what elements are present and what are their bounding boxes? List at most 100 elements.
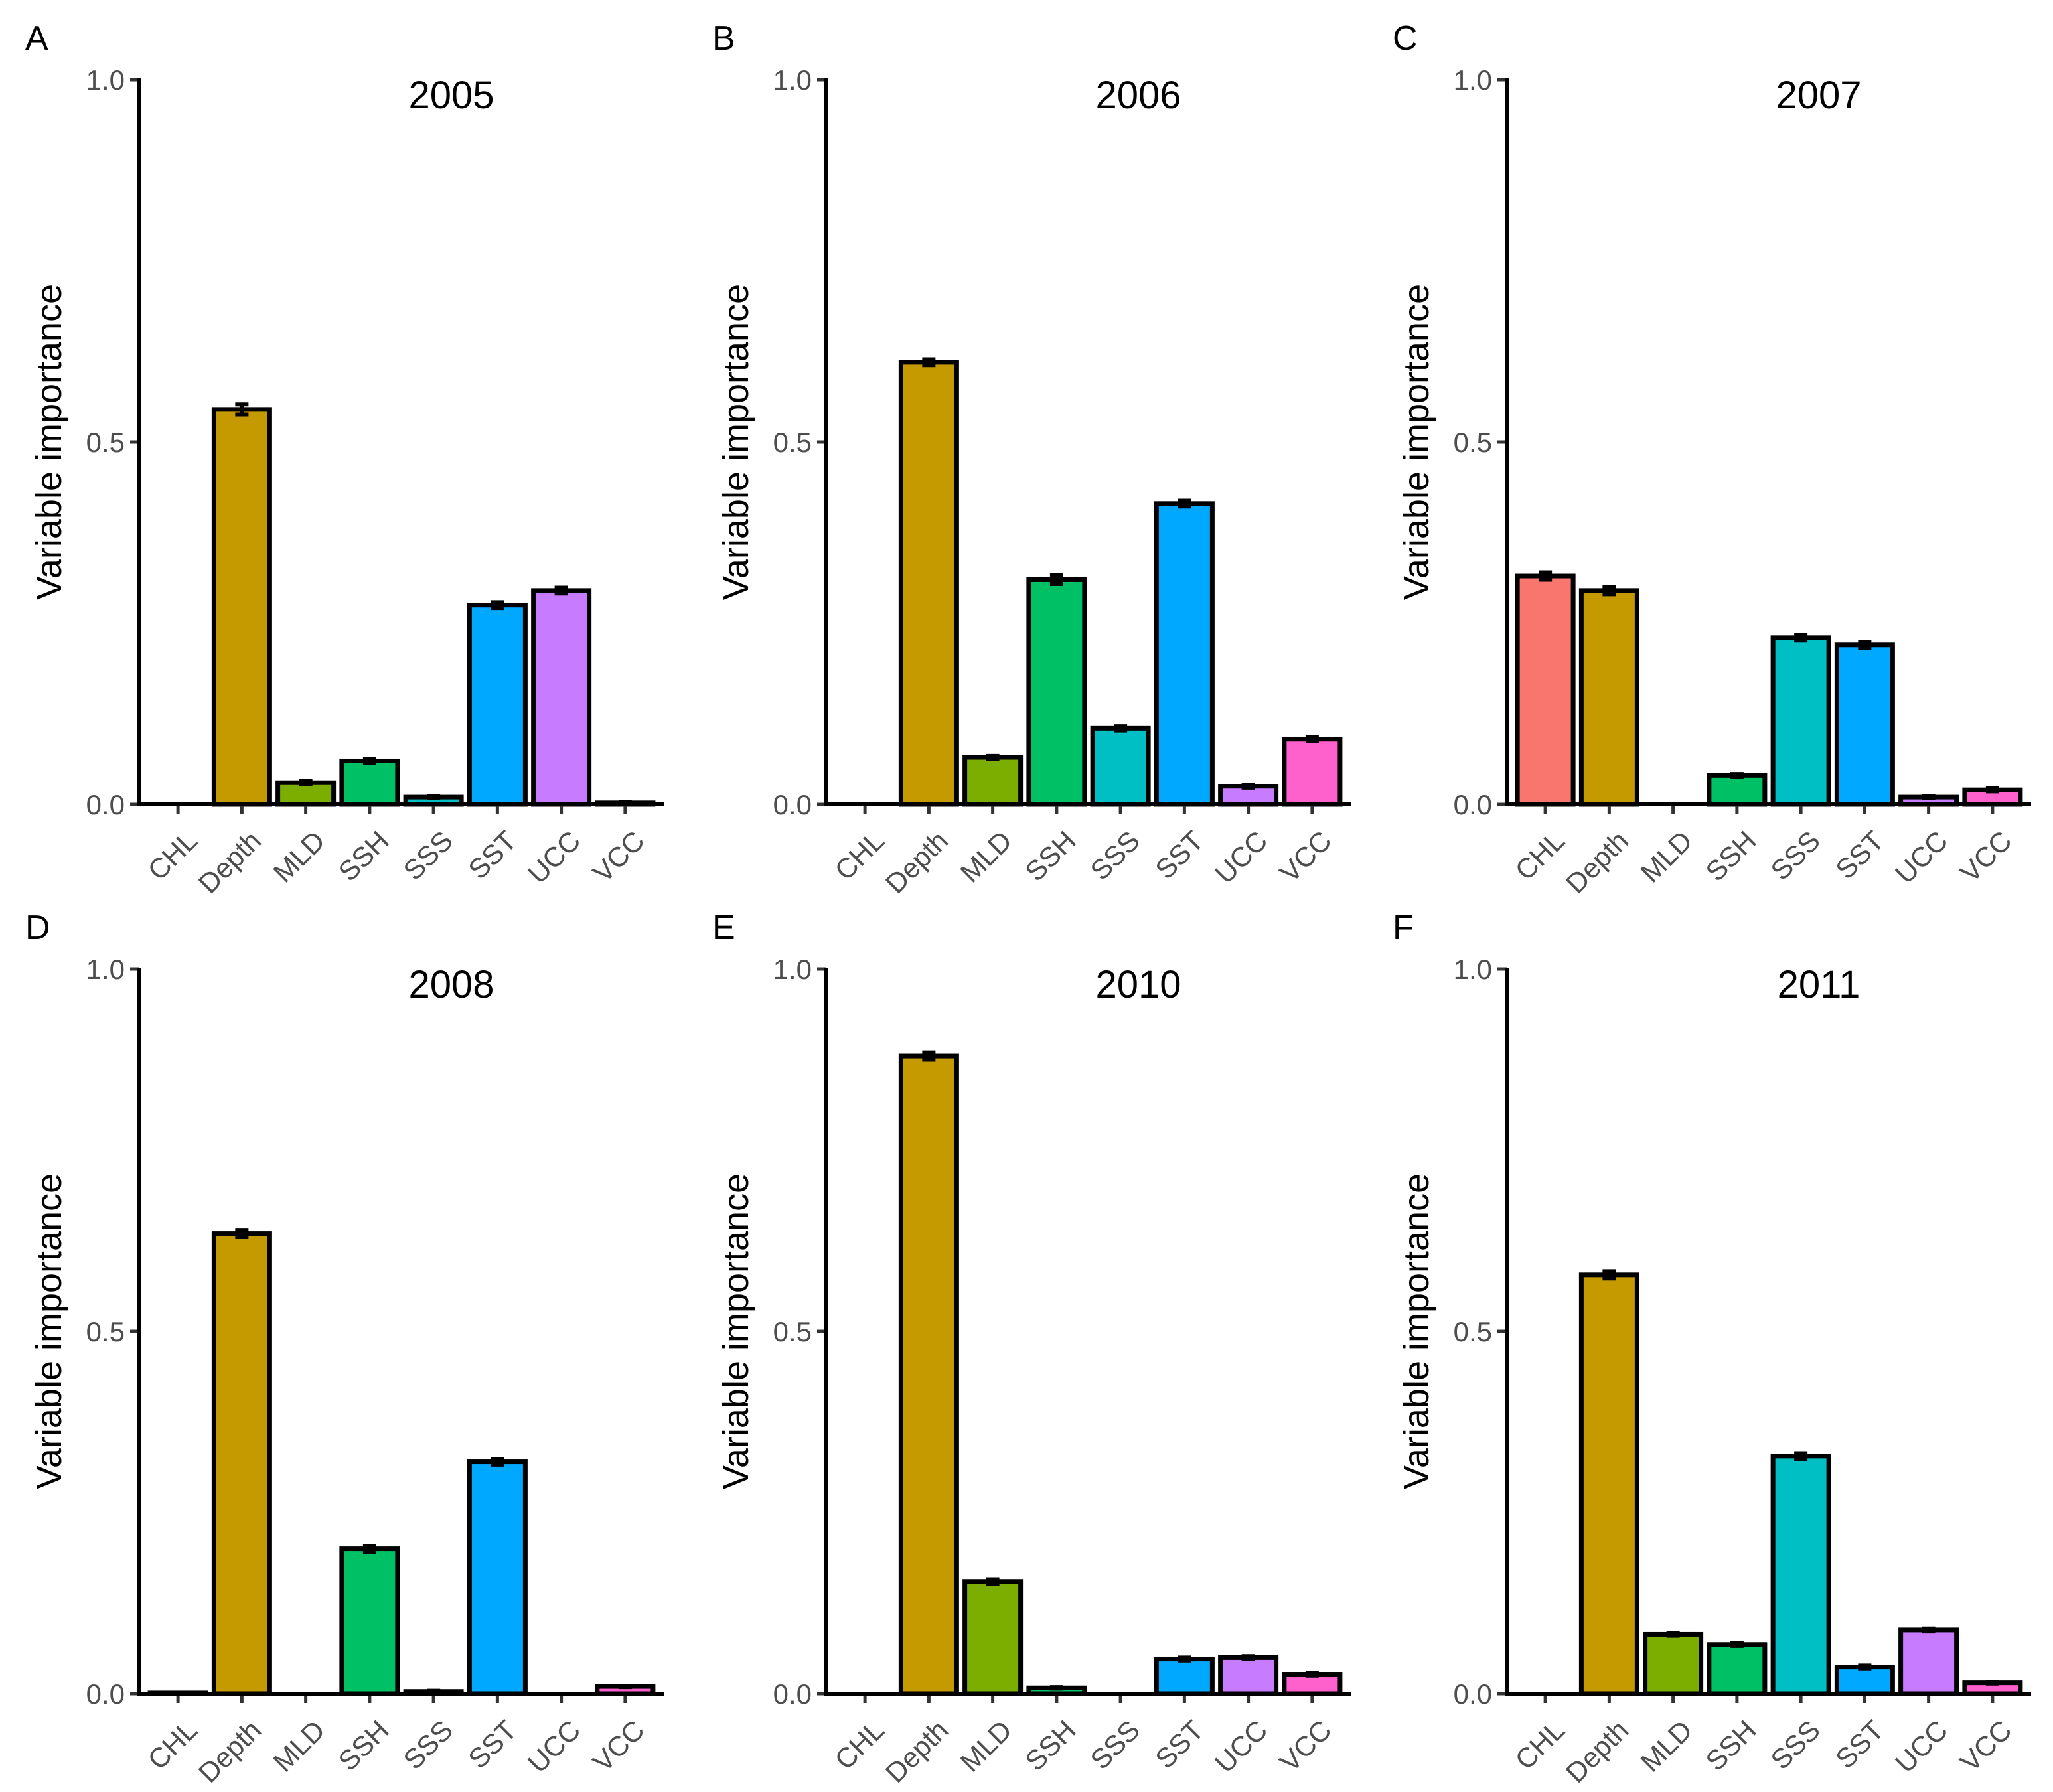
y-tick-label: 1.0 [1454, 954, 1492, 985]
x-tick-label: MLD [267, 1714, 331, 1778]
bar-SSH [339, 1546, 400, 1696]
x-tick-label: SSH [332, 825, 394, 887]
x-tick-label: SSH [1019, 825, 1081, 887]
x-tick-label: SSH [1019, 1714, 1081, 1777]
x-tick-label: UCC [1889, 1714, 1954, 1779]
axes [824, 78, 1351, 806]
error-bar-VCC [1305, 1671, 1319, 1678]
chart-title: 2010 [1095, 963, 1181, 1006]
error-bar-SST [1178, 1655, 1191, 1663]
bar-SSH [1707, 1642, 1768, 1696]
axes [824, 968, 1351, 1696]
error-bar-Depth [235, 1228, 249, 1240]
bar-CHL [1515, 573, 1576, 807]
bar-SSH [1707, 773, 1768, 807]
x-tick-label: VCC [1274, 825, 1337, 889]
chart-title: 2011 [1778, 963, 1861, 1006]
bar-UCC [1218, 1655, 1279, 1696]
error-bar-UCC [1241, 783, 1255, 790]
bar-Depth [898, 360, 959, 807]
y-tick-label: 1.0 [86, 64, 125, 96]
y-tick-label: 0.0 [1454, 789, 1492, 820]
error-bar-UCC [554, 585, 568, 596]
bar-MLD [962, 755, 1024, 807]
x-tick-label: SSH [1699, 825, 1762, 887]
x-tick-label: SSS [1764, 825, 1826, 887]
x-tick-label: Depth [1560, 1714, 1634, 1789]
x-tick-label: SSS [397, 825, 459, 887]
error-bar-Depth [1602, 585, 1616, 597]
x-tick-label: MLD [267, 825, 331, 889]
panel-letter: E [712, 909, 735, 947]
error-bar-SSH [362, 1544, 376, 1554]
bar-Depth [1578, 1272, 1639, 1696]
x-tick-label: SSS [1084, 825, 1146, 887]
error-bar-VCC [1305, 735, 1319, 743]
bar-SST [1154, 1657, 1215, 1696]
x-tick-label: UCC [522, 1714, 587, 1779]
chart-title: 2008 [408, 963, 494, 1006]
error-bar-SST [491, 600, 504, 611]
x-tick-label: VCC [1274, 1714, 1337, 1778]
x-tick-label: Depth [879, 1714, 954, 1789]
y-tick-label: 1.0 [773, 64, 812, 96]
error-bar-CHL [1539, 570, 1553, 582]
x-tick-label: SSH [1699, 1714, 1762, 1777]
x-tick-label: MLD [954, 1714, 1018, 1778]
y-axis-label: Variable importance [1397, 284, 1436, 600]
y-tick-label: 0.0 [86, 789, 125, 820]
x-tick-label: UCC [1209, 1714, 1274, 1779]
axes [1505, 78, 2031, 806]
error-bar-VCC [1985, 1680, 1999, 1686]
panel-letter: C [1393, 19, 1418, 58]
y-tick-label: 0.5 [86, 1316, 125, 1347]
chart-title: 2007 [1776, 74, 1861, 117]
y-tick-label: 1.0 [773, 954, 812, 985]
x-tick-label: MLD [954, 825, 1018, 889]
x-tick-label: SSS [397, 1714, 459, 1776]
x-tick-label: SST [1829, 825, 1890, 885]
bar-SSH [339, 758, 400, 807]
error-bar-Depth [922, 1050, 936, 1062]
error-bar-SSS [427, 794, 441, 800]
x-tick-label: SSH [332, 1714, 394, 1777]
bar-SSH [1026, 577, 1087, 807]
y-tick-label: 0.5 [773, 427, 812, 458]
bar-MLD [962, 1579, 1024, 1696]
error-bar-SSH [1730, 1641, 1744, 1648]
y-tick-label: 1.0 [86, 954, 125, 985]
x-tick-label: UCC [1209, 825, 1274, 890]
error-bar-UCC [1922, 1626, 1936, 1634]
y-axis-label: Variable importance [1397, 1173, 1436, 1489]
y-tick-label: 0.0 [773, 789, 812, 820]
y-axis-label: Variable importance [716, 284, 756, 600]
error-bar-SSH [1049, 573, 1063, 587]
y-tick-label: 0.0 [773, 1679, 812, 1710]
error-bar-SSS [1114, 724, 1128, 733]
error-bar-UCC [1922, 794, 1936, 800]
y-axis-label: Variable importance [716, 1173, 756, 1489]
error-bar-SSH [362, 757, 376, 765]
error-bar-SST [1858, 1663, 1872, 1671]
error-bar-Depth [235, 402, 249, 417]
y-tick-label: 0.5 [773, 1316, 812, 1347]
error-bar-SST [1178, 498, 1191, 509]
y-axis-label: Variable importance [29, 284, 69, 600]
axes [1505, 968, 2031, 1696]
y-tick-label: 0.0 [86, 1679, 125, 1710]
y-tick-label: 0.5 [1454, 1316, 1492, 1347]
x-tick-label: UCC [522, 825, 587, 890]
panel-letter: B [712, 19, 735, 58]
x-tick-label: SST [1149, 825, 1209, 885]
error-bar-SST [1858, 640, 1872, 650]
bar-SSS [1770, 1454, 1831, 1696]
x-tick-label: SST [1149, 1714, 1209, 1775]
axes [137, 78, 664, 806]
bar-SSS [1090, 725, 1151, 807]
bar-VCC [1282, 737, 1343, 807]
